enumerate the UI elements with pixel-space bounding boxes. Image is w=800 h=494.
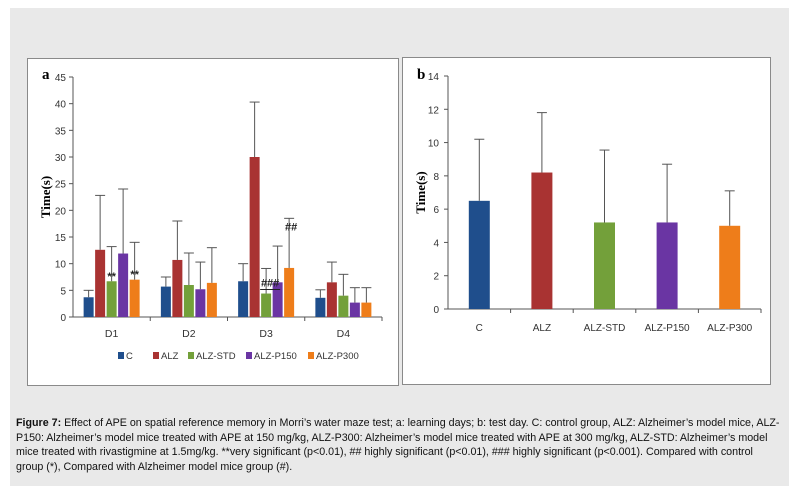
bar-alz-p300-d4 <box>361 302 372 317</box>
significance-annotation: ### <box>261 277 279 289</box>
figure-caption: Figure 7: Effect of APE on spatial refer… <box>16 416 782 474</box>
y-tick-label: 10 <box>428 139 440 150</box>
legend-swatch-c <box>118 352 124 359</box>
bar-alz-p150-d3 <box>272 282 283 317</box>
bar-alz-std-d4 <box>338 295 349 317</box>
y-tick-label: 45 <box>55 73 67 84</box>
bar-alz-p150-d1 <box>118 253 129 317</box>
legend-swatch-alz-p150 <box>246 352 252 359</box>
caption-label: Figure 7: <box>16 417 62 429</box>
legend-swatch-alz <box>153 352 159 359</box>
bar-alz-p300-d2 <box>206 282 217 317</box>
legend-swatch-alz-p300 <box>308 352 314 359</box>
panel-a-label: a <box>42 67 50 83</box>
y-tick-label: 12 <box>428 105 440 116</box>
x-tick-label: C <box>476 323 483 334</box>
bar-c-d2 <box>160 286 171 317</box>
y-tick-label: 0 <box>433 305 439 316</box>
legend-label-alz-p150: ALZ-P150 <box>254 351 297 362</box>
bar-alz-std-d1 <box>106 281 117 317</box>
y-tick-label: 5 <box>60 286 66 297</box>
bar-alz-std <box>594 222 615 309</box>
y-tick-label: 40 <box>55 100 67 111</box>
bar-alz-p150 <box>656 222 678 309</box>
y-tick-label: 6 <box>433 205 439 216</box>
y-tick-label: 15 <box>55 233 67 244</box>
chart-panel-a: a 0 5 10 15 20 25 30 35 40 45 Time(s) D1 D2 D3 D4 ** ** ##… <box>27 58 399 386</box>
y-tick-label: 10 <box>55 260 67 271</box>
legend-label-c: C <box>126 351 133 362</box>
significance-annotation: ** <box>107 271 116 283</box>
chart-a-svg: a 0 5 10 15 20 25 30 35 40 45 Time(s) D1 D2 D3 D4 ** ** ##… <box>38 67 383 362</box>
bar-alz <box>531 172 553 309</box>
caption-text: Effect of APE on spatial reference memor… <box>16 417 780 473</box>
bar-c-d1 <box>83 297 94 317</box>
y-tick-label: 0 <box>60 313 66 324</box>
y-axis-title: Time(s) <box>38 176 53 218</box>
chart-panel-b: b 0 2 4 6 8 10 12 14 Time(s) C ALZ ALZ-STD ALZ-P150 AL… <box>402 57 771 385</box>
y-tick-label: 25 <box>55 180 67 191</box>
bar-alz-d1 <box>95 249 106 317</box>
x-tick-label: D3 <box>259 328 273 340</box>
bar-c-d4 <box>315 297 326 317</box>
y-tick-label: 14 <box>428 72 440 83</box>
x-tick-label: ALZ-P150 <box>645 323 690 334</box>
x-tick-label: ALZ <box>533 323 551 334</box>
bar-alz-p300-d1 <box>129 279 140 317</box>
x-tick-label: D4 <box>337 328 351 340</box>
legend-label-alz-p300: ALZ-P300 <box>316 351 359 362</box>
bar-alz-std-d2 <box>183 285 194 317</box>
y-tick-label: 2 <box>433 272 439 283</box>
x-tick-label: D2 <box>182 328 196 340</box>
panel-b-label: b <box>417 67 425 83</box>
bar-alz-d4 <box>326 282 337 317</box>
y-tick-label: 35 <box>55 126 67 137</box>
legend-label-alz: ALZ <box>161 351 179 362</box>
y-tick-label: 8 <box>433 172 439 183</box>
bar-alz-p150-d2 <box>195 289 206 317</box>
y-tick-label: 30 <box>55 153 67 164</box>
bar-c <box>468 200 490 309</box>
bar-alz-p150-d4 <box>349 302 360 317</box>
bar-alz-std-d3 <box>261 293 272 317</box>
bar-c-d3 <box>238 281 249 317</box>
significance-annotation: ## <box>285 221 297 233</box>
significance-annotation: ** <box>130 269 139 281</box>
y-tick-label: 4 <box>433 238 439 249</box>
bar-alz-p300 <box>719 225 741 309</box>
y-tick-label: 20 <box>55 206 67 217</box>
bar-alz-d2 <box>172 259 183 317</box>
bar-alz-p300-d3 <box>284 267 295 317</box>
x-tick-label: ALZ-P300 <box>707 323 752 334</box>
bar-alz-d3 <box>249 157 260 317</box>
y-axis-title: Time(s) <box>413 171 428 213</box>
x-tick-label: ALZ-STD <box>584 323 626 334</box>
legend-swatch-alz-std <box>188 352 194 359</box>
legend-label-alz-std: ALZ-STD <box>196 351 236 362</box>
chart-b-svg: b 0 2 4 6 8 10 12 14 Time(s) C ALZ ALZ-STD ALZ-P150 AL… <box>413 67 762 334</box>
x-tick-label: D1 <box>105 328 119 340</box>
